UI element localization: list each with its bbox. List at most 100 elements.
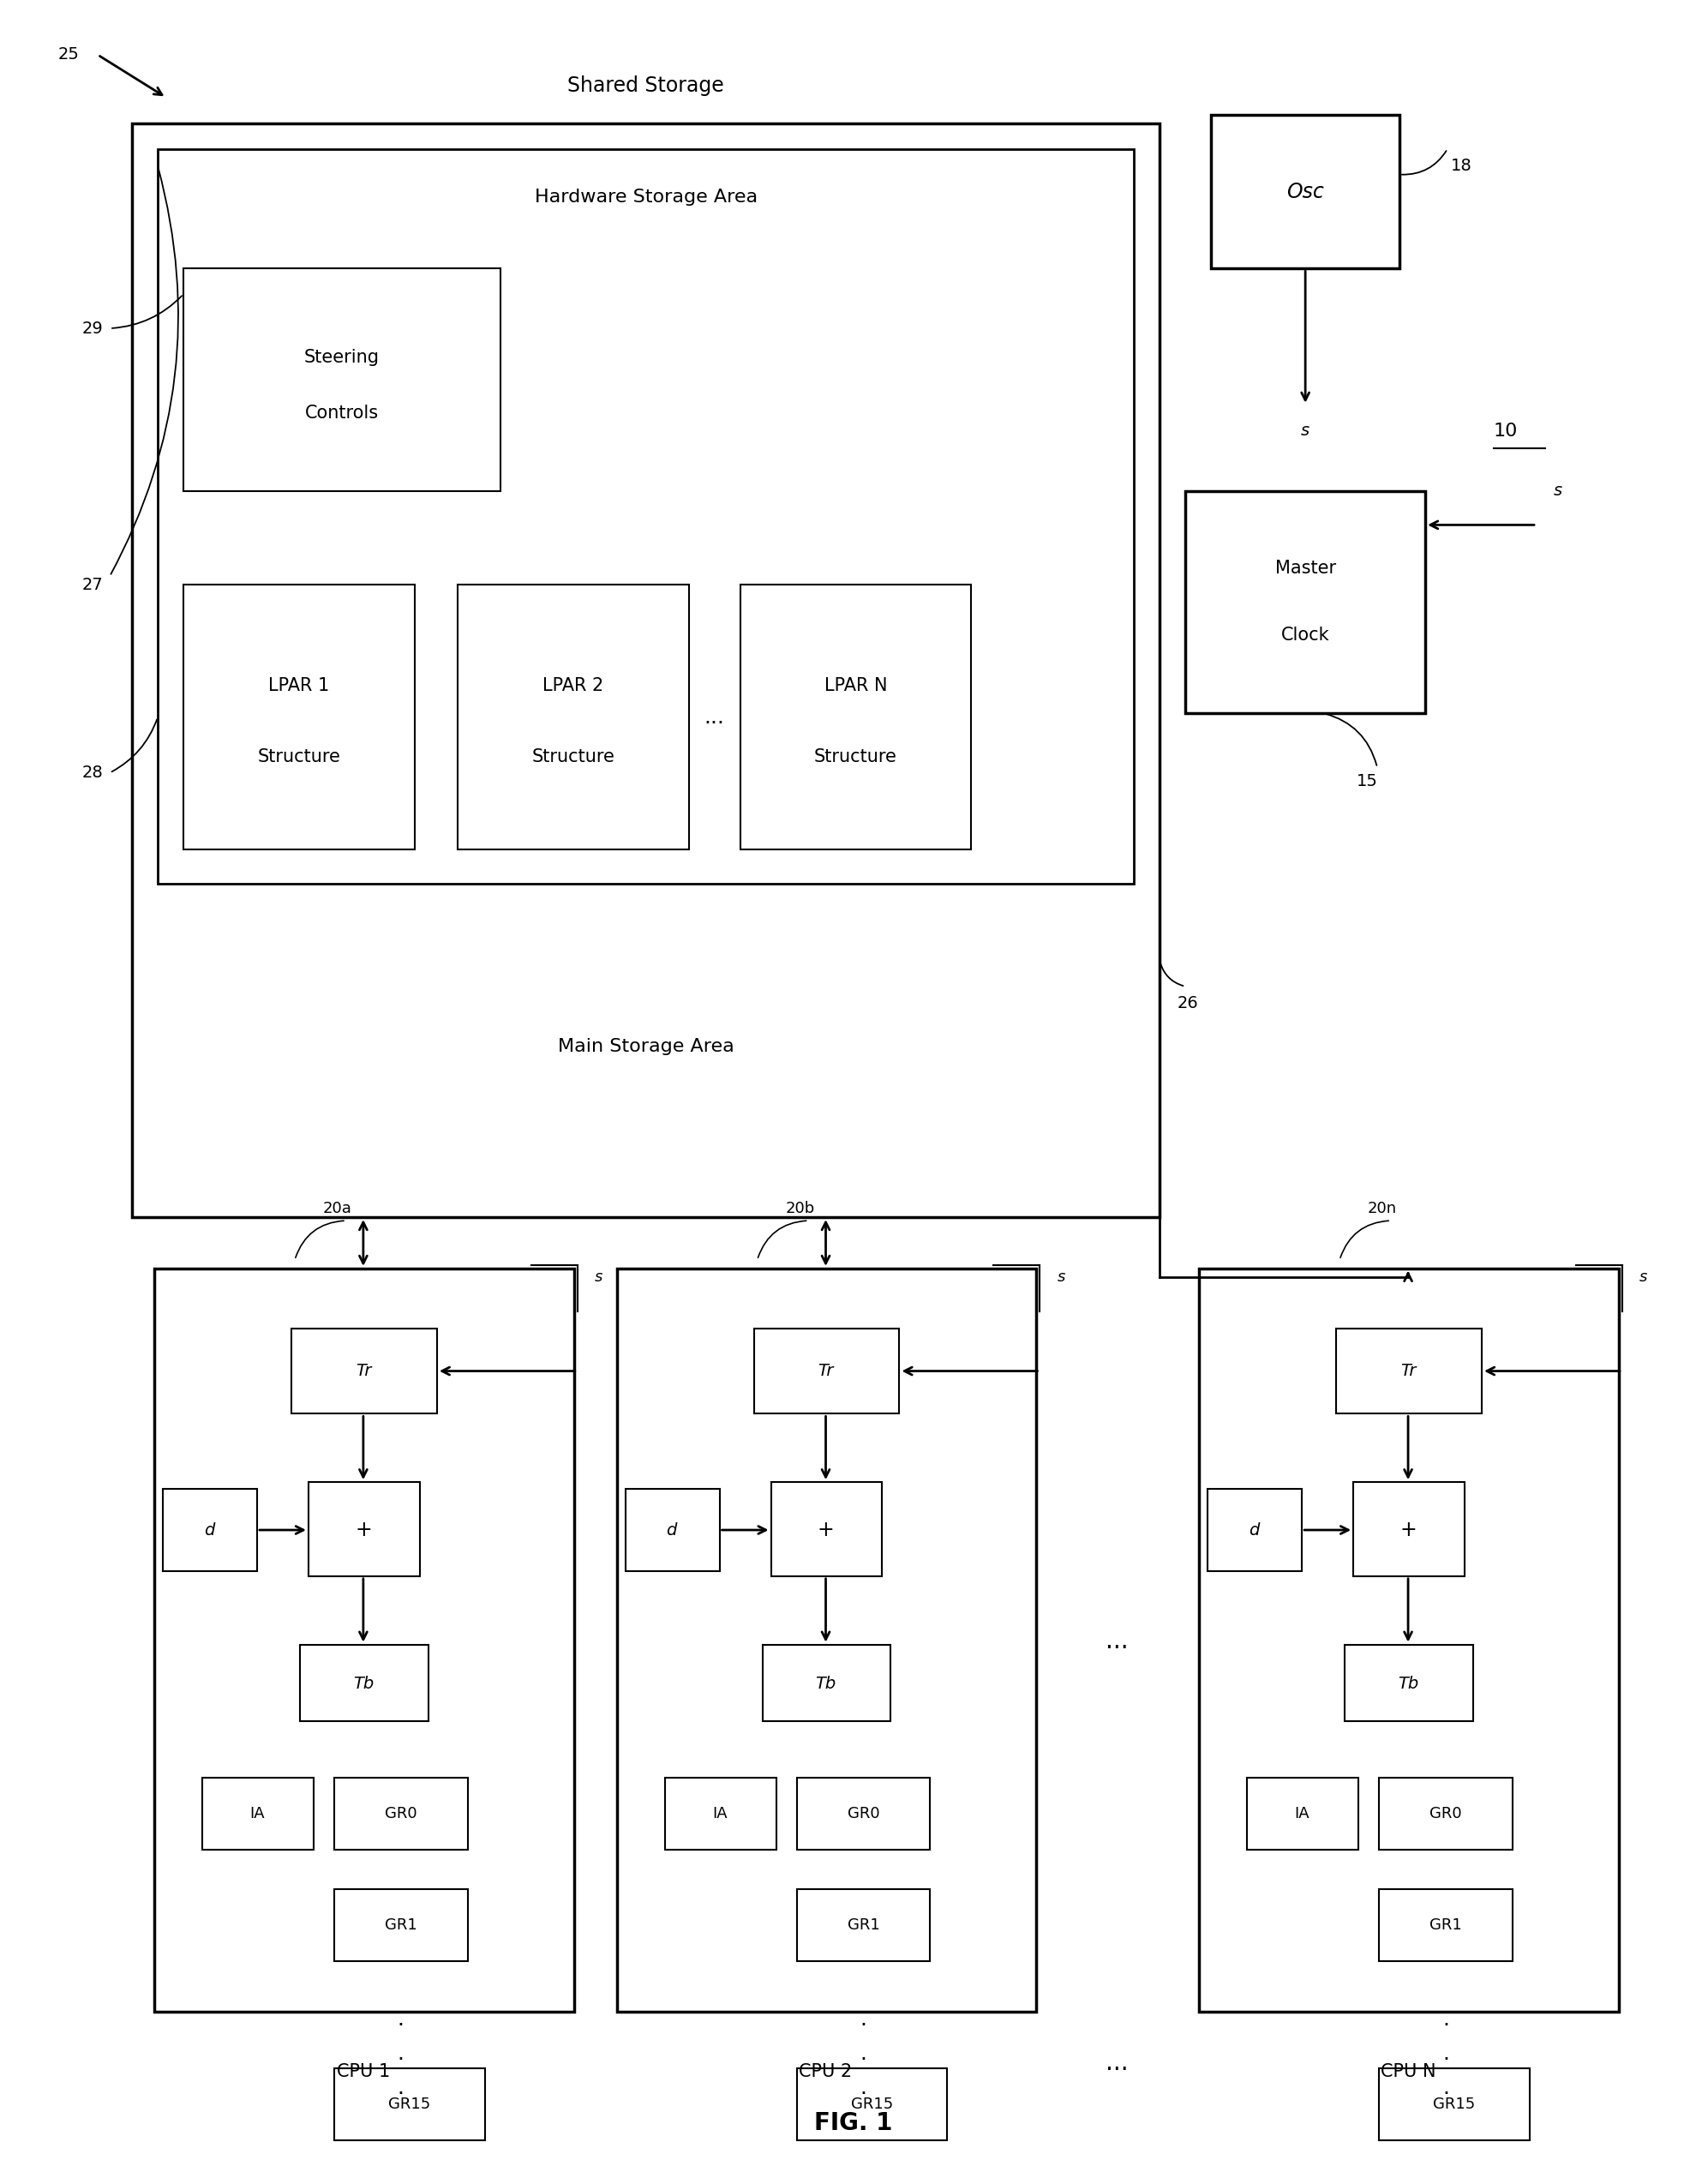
Bar xyxy=(617,1268,1037,2012)
Text: ·: · xyxy=(861,2084,868,2104)
Text: Tr: Tr xyxy=(1401,1363,1416,1379)
Text: ·: · xyxy=(398,2049,405,2069)
Text: CPU 2: CPU 2 xyxy=(799,2063,852,2080)
Bar xyxy=(664,1777,775,1849)
Text: Clock: Clock xyxy=(1281,627,1329,645)
Text: d: d xyxy=(666,1522,676,1538)
Bar xyxy=(183,268,500,490)
Bar xyxy=(301,1644,429,1721)
Bar xyxy=(1378,2069,1530,2141)
Bar xyxy=(157,148,1134,884)
Text: +: + xyxy=(355,1520,372,1540)
Text: s: s xyxy=(1301,423,1310,440)
Text: GR0: GR0 xyxy=(847,1806,880,1821)
Bar xyxy=(625,1490,719,1570)
Bar xyxy=(1344,1644,1474,1721)
Text: d: d xyxy=(203,1522,215,1538)
Text: Tb: Tb xyxy=(1397,1675,1419,1692)
Text: GR1: GR1 xyxy=(1430,1917,1462,1932)
Text: s: s xyxy=(594,1270,603,1285)
Bar xyxy=(202,1777,314,1849)
Bar xyxy=(1199,1268,1619,2012)
Text: LPAR 2: LPAR 2 xyxy=(543,677,603,695)
Bar xyxy=(335,2069,485,2141)
Text: ·: · xyxy=(861,2015,868,2036)
Text: Steering: Steering xyxy=(304,348,379,366)
Text: 20b: 20b xyxy=(786,1200,815,1215)
Text: Main Storage Area: Main Storage Area xyxy=(559,1037,734,1054)
Text: ·: · xyxy=(398,2084,405,2104)
Text: 27: 27 xyxy=(82,577,102,592)
Bar xyxy=(1378,1888,1513,1960)
Bar xyxy=(162,1490,258,1570)
Bar xyxy=(154,1268,574,2012)
Bar xyxy=(132,124,1160,1218)
Bar xyxy=(1247,1777,1358,1849)
Text: +: + xyxy=(816,1520,834,1540)
Text: ...: ... xyxy=(704,708,724,727)
Text: +: + xyxy=(1399,1520,1416,1540)
Bar xyxy=(796,1777,931,1849)
Text: Structure: Structure xyxy=(815,749,897,764)
Text: CPU 1: CPU 1 xyxy=(336,2063,389,2080)
Text: ...: ... xyxy=(1105,2052,1129,2076)
Bar xyxy=(1336,1329,1483,1414)
Bar xyxy=(335,1777,468,1849)
Text: IA: IA xyxy=(1295,1806,1310,1821)
Text: s: s xyxy=(1554,484,1563,499)
Text: Tb: Tb xyxy=(815,1675,837,1692)
Text: FIG. 1: FIG. 1 xyxy=(815,2110,892,2134)
Text: Tb: Tb xyxy=(354,1675,374,1692)
Bar xyxy=(796,2069,948,2141)
Text: Controls: Controls xyxy=(306,405,379,423)
Bar xyxy=(335,1888,468,1960)
Text: IA: IA xyxy=(249,1806,265,1821)
Text: ...: ... xyxy=(1105,1629,1129,1653)
Text: IA: IA xyxy=(712,1806,728,1821)
Text: Structure: Structure xyxy=(258,749,340,764)
Text: CPU N: CPU N xyxy=(1380,2063,1436,2080)
Text: Hardware Storage Area: Hardware Storage Area xyxy=(535,187,757,205)
Text: GR1: GR1 xyxy=(384,1917,417,1932)
Text: ·: · xyxy=(1442,2049,1448,2069)
Bar xyxy=(796,1888,931,1960)
Bar xyxy=(762,1644,892,1721)
Text: 10: 10 xyxy=(1494,423,1518,440)
Text: ·: · xyxy=(1442,2084,1448,2104)
Bar xyxy=(770,1483,883,1577)
Text: 20n: 20n xyxy=(1368,1200,1397,1215)
Text: GR0: GR0 xyxy=(1430,1806,1462,1821)
Text: GR0: GR0 xyxy=(384,1806,417,1821)
Text: ·: · xyxy=(398,2015,405,2036)
Text: Tr: Tr xyxy=(355,1363,371,1379)
Text: Structure: Structure xyxy=(531,749,615,764)
Bar xyxy=(183,584,415,849)
Bar xyxy=(1378,1777,1513,1849)
Text: Master: Master xyxy=(1274,560,1336,577)
Text: d: d xyxy=(1249,1522,1259,1538)
Text: GR15: GR15 xyxy=(851,2097,893,2113)
Text: 29: 29 xyxy=(82,320,102,335)
Text: LPAR 1: LPAR 1 xyxy=(268,677,330,695)
Bar xyxy=(740,584,972,849)
Bar xyxy=(1353,1483,1465,1577)
Bar xyxy=(292,1329,437,1414)
Text: s: s xyxy=(1640,1270,1648,1285)
Text: GR15: GR15 xyxy=(1433,2097,1476,2113)
Text: 25: 25 xyxy=(58,46,79,63)
Text: s: s xyxy=(1057,1270,1066,1285)
Text: 26: 26 xyxy=(1177,995,1197,1011)
Text: ·: · xyxy=(1442,2015,1448,2036)
Text: 18: 18 xyxy=(1450,157,1472,174)
Text: Shared Storage: Shared Storage xyxy=(567,76,724,96)
Text: GR15: GR15 xyxy=(388,2097,430,2113)
Bar xyxy=(1211,115,1399,268)
Bar xyxy=(753,1329,900,1414)
Text: 28: 28 xyxy=(82,764,102,782)
Text: Tr: Tr xyxy=(818,1363,834,1379)
Text: ·: · xyxy=(861,2049,868,2069)
Text: 15: 15 xyxy=(1356,773,1378,788)
Bar xyxy=(458,584,688,849)
Text: 20a: 20a xyxy=(323,1200,352,1215)
Bar xyxy=(1185,490,1424,712)
